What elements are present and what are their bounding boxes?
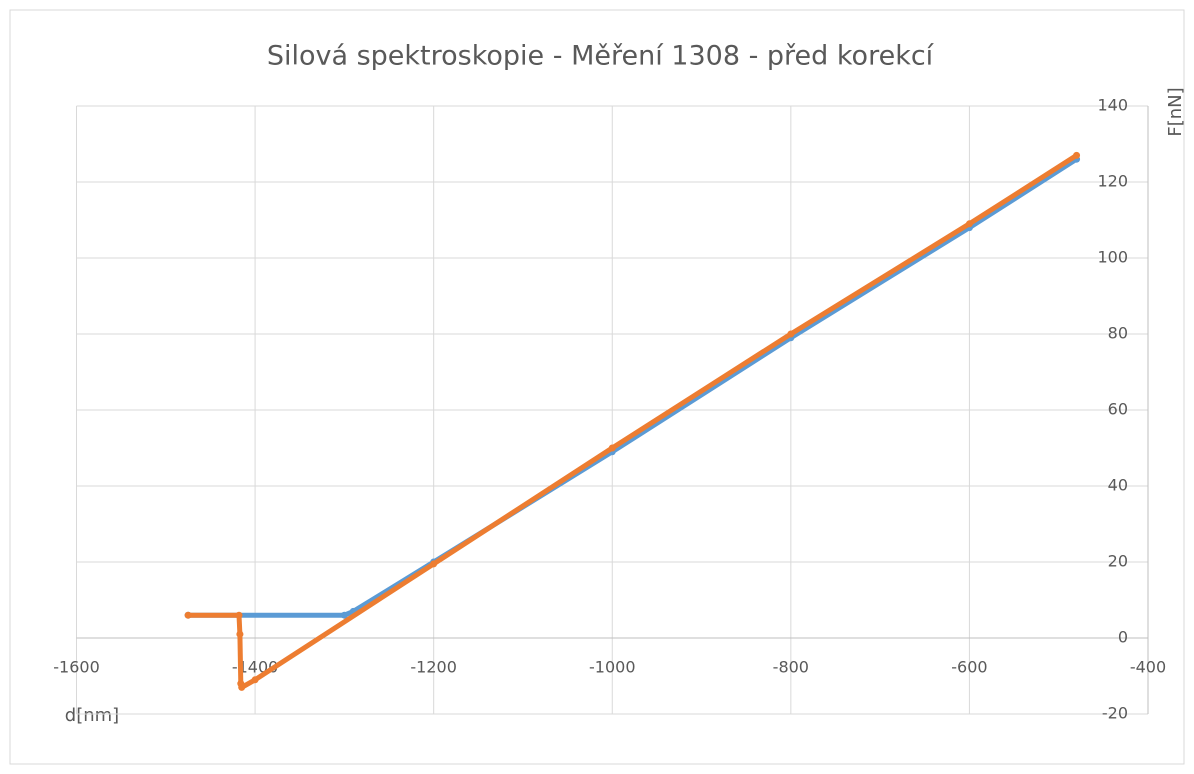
point — [340, 611, 348, 619]
point — [608, 444, 616, 452]
point — [787, 330, 795, 338]
point — [251, 676, 259, 684]
y-tick-label: -20 — [1102, 704, 1128, 723]
x-tick-label: -1000 — [589, 658, 636, 677]
y-tick-label: 140 — [1097, 96, 1128, 115]
y-tick-label: 80 — [1108, 324, 1128, 343]
point — [235, 611, 243, 619]
y-tick-label: 40 — [1108, 476, 1128, 495]
y-tick-label: 60 — [1108, 400, 1128, 419]
y-axis-label: F[nN] — [1165, 87, 1186, 136]
chart-border — [9, 9, 1185, 765]
y-tick-label: 100 — [1097, 248, 1128, 267]
point — [1073, 151, 1081, 159]
x-tick-label: -800 — [773, 658, 809, 677]
chart-title: Silová spektroskopie - Měření 1308 - pře… — [267, 41, 935, 72]
y-tick-label: 20 — [1108, 552, 1128, 571]
x-tick-label: -1600 — [53, 658, 100, 677]
y-tick-label: 120 — [1097, 172, 1128, 191]
point — [430, 560, 438, 568]
x-tick-label: -600 — [951, 658, 987, 677]
y-tick-label: 0 — [1118, 628, 1128, 647]
x-axis-label: d[nm] — [65, 705, 119, 726]
point — [965, 220, 973, 228]
point — [238, 683, 246, 691]
point — [236, 630, 244, 638]
x-tick-label: -1200 — [410, 658, 457, 677]
x-tick-label: -400 — [1130, 658, 1166, 677]
point — [184, 611, 192, 619]
